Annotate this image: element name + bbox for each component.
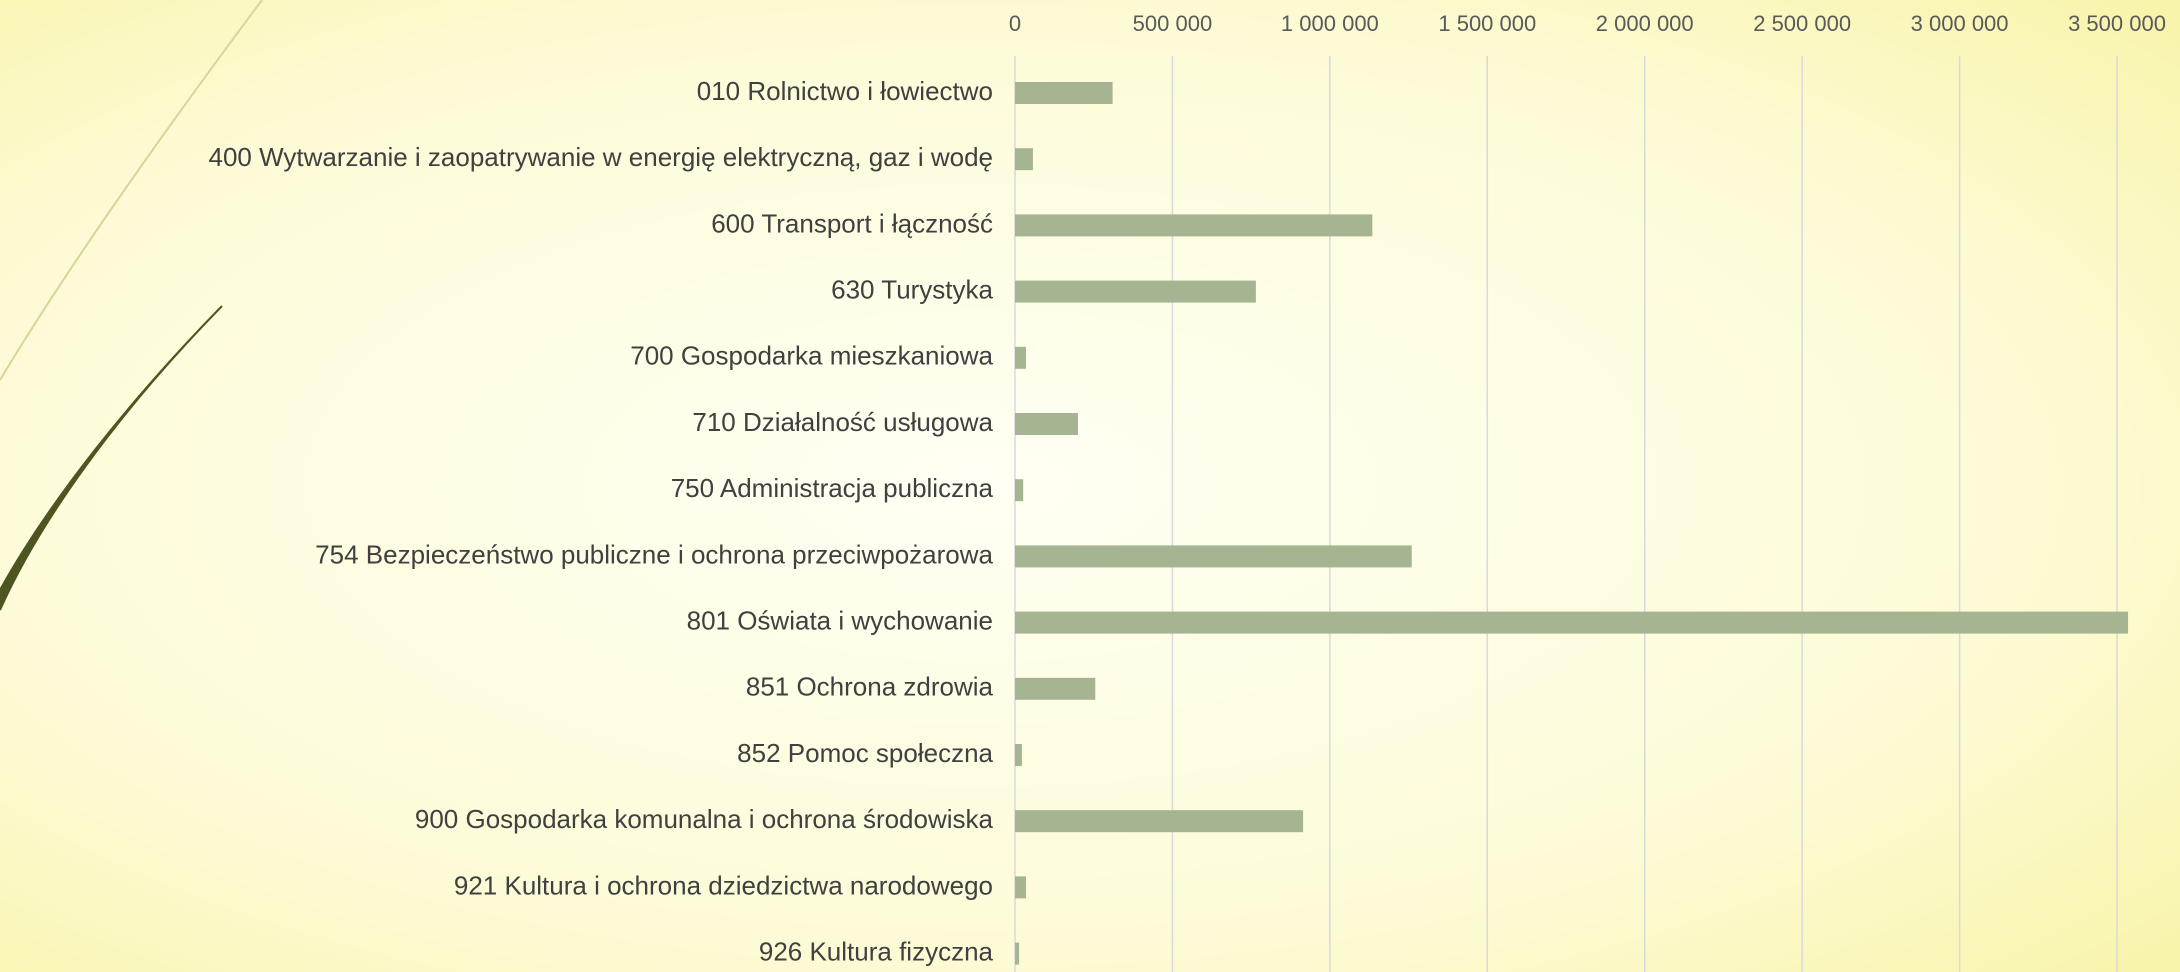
y-tick-label: 700 Gospodarka mieszkaniowa xyxy=(630,341,993,371)
y-tick-label: 630 Turystyka xyxy=(831,274,993,304)
x-tick-label: 1 500 000 xyxy=(1438,11,1536,36)
y-tick-label: 921 Kultura i ochrona dziedzictwa narodo… xyxy=(454,870,993,900)
y-tick-label: 801 Oświata i wychowanie xyxy=(687,605,993,635)
y-tick-label: 010 Rolnictwo i łowiectwo xyxy=(697,76,993,106)
y-tick-label: 750 Administracja publiczna xyxy=(671,473,994,503)
bar xyxy=(1015,744,1022,766)
x-tick-label: 1 000 000 xyxy=(1281,11,1379,36)
y-tick-label: 710 Działalność usługowa xyxy=(692,407,993,437)
bar xyxy=(1015,280,1256,303)
x-tick-label: 3 500 000 xyxy=(2068,11,2166,36)
y-tick-label: 400 Wytwarzanie i zaopatrywanie w energi… xyxy=(209,142,994,172)
y-tick-label: 900 Gospodarka komunalna i ochrona środo… xyxy=(415,804,994,834)
bar xyxy=(1015,677,1096,700)
x-tick-label: 2 500 000 xyxy=(1753,11,1851,36)
bar xyxy=(1015,942,1020,965)
y-tick-label: 851 Ochrona zdrowia xyxy=(746,672,994,702)
bar xyxy=(1015,611,2129,634)
decor-curve xyxy=(0,305,223,611)
x-tick-label: 500 000 xyxy=(1133,11,1213,36)
bar xyxy=(1015,810,1304,833)
x-tick-label: 3 000 000 xyxy=(1911,11,2009,36)
y-tick-label: 852 Pomoc społeczna xyxy=(737,738,993,768)
y-tick-label: 754 Bezpieczeństwo publiczne i ochrona p… xyxy=(315,539,993,569)
bar xyxy=(1015,545,1412,568)
decor-curve xyxy=(0,0,263,381)
bar xyxy=(1015,413,1078,435)
bar xyxy=(1015,148,1033,171)
y-tick-label: 926 Kultura fizyczna xyxy=(759,936,994,966)
bar xyxy=(1015,214,1373,237)
bar xyxy=(1015,479,1024,502)
bar xyxy=(1015,876,1027,899)
y-tick-label: 600 Transport i łączność xyxy=(711,208,993,238)
bar xyxy=(1015,82,1113,104)
x-tick-label: 0 xyxy=(1009,11,1021,36)
bar xyxy=(1015,346,1027,369)
x-tick-label: 2 000 000 xyxy=(1596,11,1694,36)
